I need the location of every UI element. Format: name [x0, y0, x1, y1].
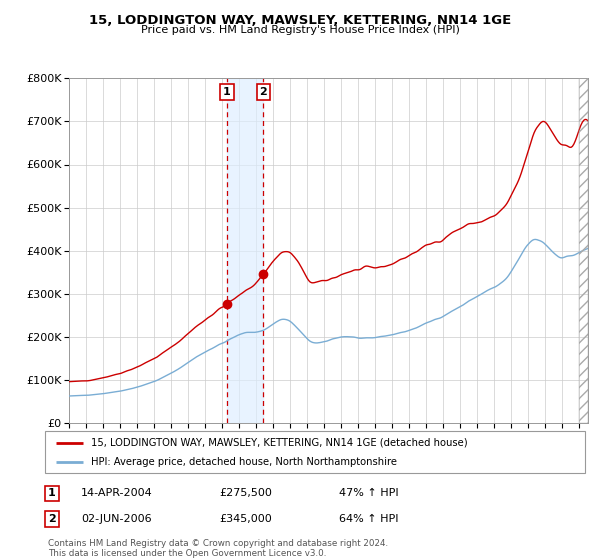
Text: 15, LODDINGTON WAY, MAWSLEY, KETTERING, NN14 1GE: 15, LODDINGTON WAY, MAWSLEY, KETTERING, …	[89, 14, 511, 27]
Text: 2: 2	[259, 87, 267, 97]
Text: 02-JUN-2006: 02-JUN-2006	[81, 514, 152, 524]
Text: 1: 1	[48, 488, 56, 498]
Text: Price paid vs. HM Land Registry's House Price Index (HPI): Price paid vs. HM Land Registry's House …	[140, 25, 460, 35]
Bar	[227, 78, 263, 423]
FancyBboxPatch shape	[45, 431, 585, 473]
Text: Contains HM Land Registry data © Crown copyright and database right 2024.
This d: Contains HM Land Registry data © Crown c…	[48, 539, 388, 558]
Text: HPI: Average price, detached house, North Northamptonshire: HPI: Average price, detached house, Nort…	[91, 457, 397, 467]
Text: 64% ↑ HPI: 64% ↑ HPI	[339, 514, 398, 524]
Text: 14-APR-2004: 14-APR-2004	[81, 488, 153, 498]
Text: £275,500: £275,500	[219, 488, 272, 498]
Text: 2: 2	[48, 514, 56, 524]
Text: 47% ↑ HPI: 47% ↑ HPI	[339, 488, 398, 498]
Text: 1: 1	[223, 87, 231, 97]
Text: 15, LODDINGTON WAY, MAWSLEY, KETTERING, NN14 1GE (detached house): 15, LODDINGTON WAY, MAWSLEY, KETTERING, …	[91, 437, 467, 447]
Text: £345,000: £345,000	[219, 514, 272, 524]
